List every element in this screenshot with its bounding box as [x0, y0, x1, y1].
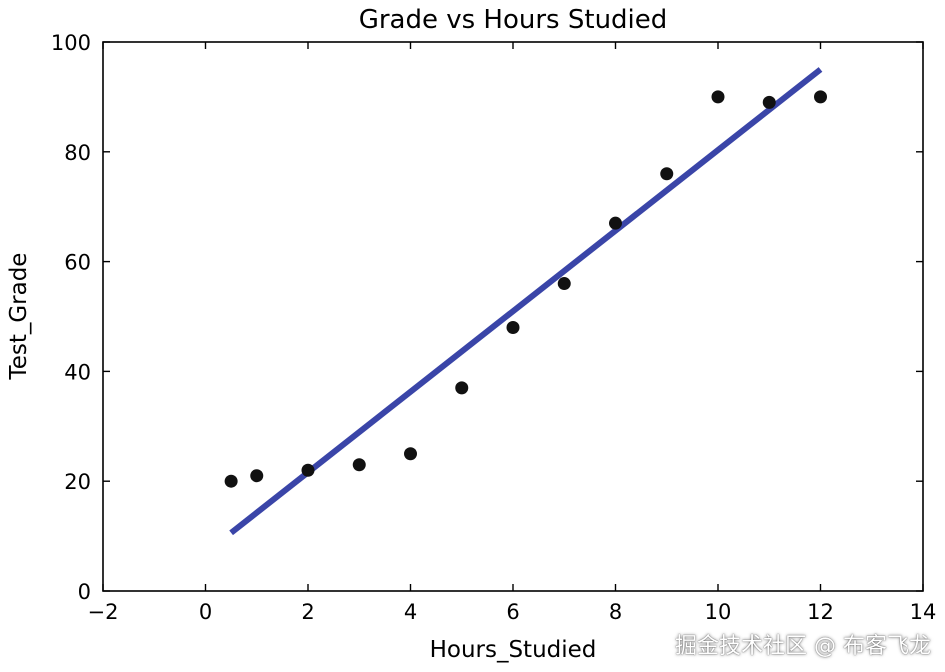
data-point — [557, 277, 571, 291]
x-tick-label: 0 — [199, 600, 212, 624]
plot-frame — [102, 41, 924, 592]
y-tick-label: 60 — [64, 251, 91, 275]
data-point — [404, 447, 417, 461]
y-axis-title: Test_Grade — [6, 253, 32, 381]
data-point — [455, 381, 469, 395]
watermark-text: 掘金技术社区 @ 布客飞龙 — [675, 634, 931, 659]
x-tick-label: −2 — [88, 600, 119, 624]
x-tick-label: 4 — [404, 600, 417, 624]
x-tick-label: 2 — [301, 600, 314, 624]
x-tick-label: 14 — [910, 600, 937, 624]
x-tick-label: 12 — [807, 600, 834, 624]
data-point — [660, 167, 674, 181]
y-tick-label: 80 — [64, 141, 91, 165]
y-tick-label: 40 — [64, 360, 91, 384]
data-point — [814, 90, 827, 104]
data-point — [711, 90, 725, 104]
y-tick-label: 100 — [51, 31, 91, 55]
y-tick-label: 0 — [78, 580, 91, 604]
data-point — [352, 458, 366, 472]
chart-title: Grade vs Hours Studied — [359, 5, 668, 35]
x-tick-label: 8 — [609, 600, 622, 624]
data-point — [250, 469, 264, 483]
data-point — [609, 216, 622, 230]
x-tick-label: 10 — [705, 600, 732, 624]
data-point — [762, 95, 776, 109]
x-axis-title: Hours_Studied — [430, 637, 597, 663]
data-point — [506, 320, 520, 334]
regression-line — [229, 67, 823, 536]
data-point — [301, 463, 315, 477]
x-tick-label: 6 — [506, 600, 519, 624]
y-tick-label: 20 — [64, 470, 91, 494]
data-point — [224, 474, 238, 488]
